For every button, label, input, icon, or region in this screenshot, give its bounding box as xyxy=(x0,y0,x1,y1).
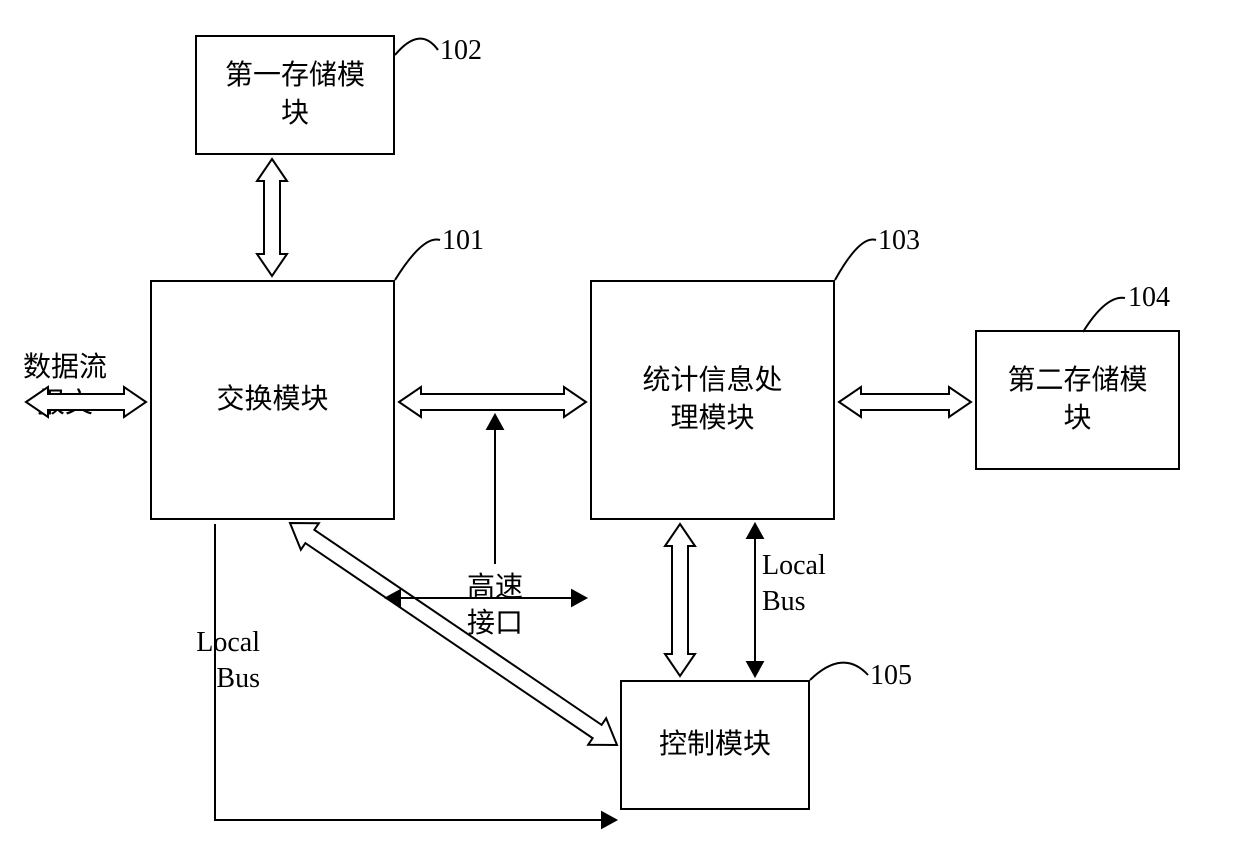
node-stats-module-label: 统计信息处理模块 xyxy=(638,358,786,442)
node-switch-module: 交换模块 xyxy=(150,280,395,520)
node-first-storage: 第一存储模块 xyxy=(195,35,395,155)
edge-label-local-bus-left: LocalBus xyxy=(150,625,260,698)
diagram-canvas: 第一存储模块 102 交换模块 101 统计信息处理模块 103 第二存储模块 … xyxy=(0,0,1240,860)
callout-101: 101 xyxy=(442,225,484,257)
node-first-storage-label: 第一存储模块 xyxy=(221,53,369,137)
edge-label-local-bus-right: LocalBus xyxy=(762,548,862,621)
node-second-storage-label: 第二存储模块 xyxy=(1003,358,1151,442)
callout-105: 105 xyxy=(870,660,912,692)
callout-103: 103 xyxy=(878,225,920,257)
edge-label-high-speed: 高速接口 xyxy=(420,570,570,643)
node-control-module: 控制模块 xyxy=(620,680,810,810)
node-stats-module: 统计信息处理模块 xyxy=(590,280,835,520)
node-control-module-label: 控制模块 xyxy=(655,722,775,768)
callout-102: 102 xyxy=(440,35,482,67)
node-second-storage: 第二存储模块 xyxy=(975,330,1180,470)
node-switch-module-label: 交换模块 xyxy=(212,377,332,423)
callout-104: 104 xyxy=(1128,282,1170,314)
external-data-flow-label: 数据流报文 xyxy=(10,350,120,423)
